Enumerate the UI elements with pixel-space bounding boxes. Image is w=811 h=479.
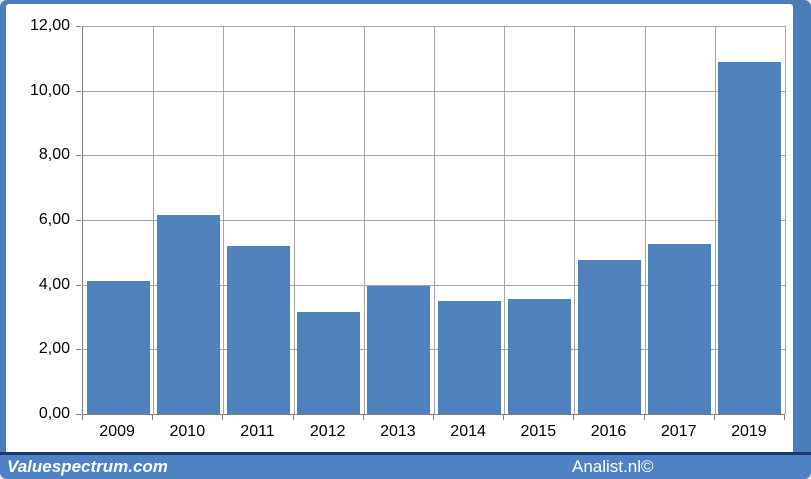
y-tick-label: 2,00 bbox=[38, 340, 70, 358]
plot-area bbox=[82, 26, 786, 415]
x-tick-mark bbox=[433, 415, 434, 420]
bar bbox=[86, 281, 150, 414]
x-tick-mark bbox=[714, 415, 715, 420]
bar bbox=[156, 215, 220, 414]
x-tick-mark bbox=[573, 415, 574, 420]
bar bbox=[297, 312, 361, 414]
x-tick-label: 2014 bbox=[450, 423, 486, 440]
y-tick-label: 0,00 bbox=[38, 405, 70, 422]
x-tick-mark bbox=[503, 415, 504, 420]
x-tick-label: 2009 bbox=[99, 423, 135, 440]
bar bbox=[648, 244, 712, 414]
brand-valuespectrum: Valuespectrum.com bbox=[7, 457, 168, 476]
y-tick-label: 6,00 bbox=[38, 211, 70, 228]
y-tick-mark bbox=[76, 155, 81, 157]
v-gridline bbox=[434, 26, 435, 414]
y-tick-mark bbox=[76, 220, 81, 221]
v-gridline bbox=[223, 26, 224, 414]
v-gridline bbox=[294, 26, 295, 414]
y-tick-mark bbox=[76, 349, 81, 351]
x-tick-mark bbox=[784, 415, 785, 420]
v-gridline bbox=[785, 26, 786, 414]
y-tick-mark bbox=[76, 414, 81, 415]
x-tick-label: 2016 bbox=[590, 423, 627, 440]
y-tick-label: 8,00 bbox=[38, 146, 70, 164]
bar bbox=[507, 299, 571, 414]
x-tick-mark bbox=[363, 415, 364, 420]
y-tick-mark bbox=[76, 26, 81, 27]
x-tick-label: 2012 bbox=[309, 423, 346, 440]
x-tick-label: 2011 bbox=[240, 423, 275, 440]
bar bbox=[367, 286, 431, 414]
x-tick-mark bbox=[644, 415, 645, 420]
bar bbox=[226, 245, 291, 414]
v-gridline bbox=[153, 26, 154, 414]
x-tick-label: 2019 bbox=[731, 423, 767, 440]
x-tick-mark bbox=[222, 415, 223, 420]
x-tick-label: 2015 bbox=[520, 423, 557, 440]
bar bbox=[577, 260, 642, 414]
bar bbox=[437, 300, 501, 414]
footer-separator-line bbox=[0, 452, 811, 455]
x-tick-label: 2017 bbox=[660, 423, 697, 440]
bar bbox=[718, 61, 782, 414]
v-gridline bbox=[364, 26, 365, 414]
y-tick-mark bbox=[76, 284, 81, 286]
y-tick-label: 10,00 bbox=[29, 81, 70, 99]
y-tick-label: 4,00 bbox=[38, 275, 70, 293]
x-tick-label: 2010 bbox=[169, 423, 206, 440]
x-tick-mark bbox=[82, 415, 83, 420]
v-gridline bbox=[715, 26, 716, 414]
y-tick-label: 12,00 bbox=[29, 17, 70, 34]
v-gridline bbox=[504, 26, 505, 414]
x-tick-mark bbox=[293, 415, 294, 420]
chart-surface: 0,00 2,00 4,00 6,00 8,00 10,00 12,00 2009 2010 2… bbox=[6, 4, 793, 452]
footer-bar: Valuespectrum.com Analist.nl© bbox=[0, 455, 811, 479]
v-gridline bbox=[645, 26, 646, 414]
x-tick-mark bbox=[152, 415, 153, 420]
y-tick-mark bbox=[76, 90, 81, 92]
v-gridline bbox=[574, 26, 575, 414]
x-tick-label: 2013 bbox=[380, 423, 416, 440]
brand-analist: Analist.nl© bbox=[572, 457, 654, 476]
